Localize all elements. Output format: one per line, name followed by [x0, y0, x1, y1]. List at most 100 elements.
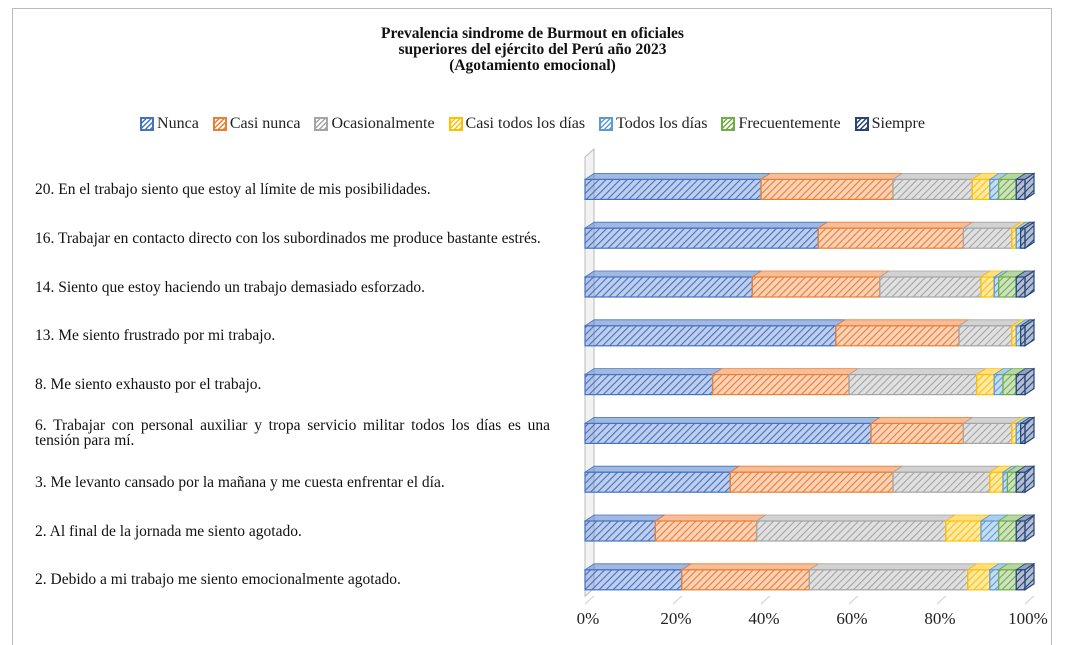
legend-label: Siempre [871, 115, 925, 132]
bar-front [1015, 520, 1026, 542]
bar-front [584, 325, 837, 347]
bar-segment [847, 368, 987, 396]
bar-front [1011, 325, 1017, 347]
legend-label: Casi nunca [229, 115, 301, 132]
bar-front [760, 178, 894, 200]
bar-segment [975, 368, 1005, 396]
bar-top [816, 221, 974, 229]
x-tick-label: 40% [748, 609, 779, 628]
bar-front [1006, 471, 1017, 493]
bar-front [870, 422, 965, 444]
frame [12, 8, 1052, 645]
legend-swatch [721, 117, 736, 131]
bar-front [654, 520, 758, 542]
bar-front [584, 227, 819, 249]
bar-top [680, 563, 820, 571]
legend-item: Ocasionalmente [314, 115, 435, 133]
bar-segment [816, 221, 974, 249]
bar-segment [1014, 172, 1036, 201]
category-label: 2. Al final de la jornada me siento agot… [35, 522, 302, 540]
bar-front [980, 276, 995, 298]
bar-front [584, 276, 753, 298]
bar-front [892, 471, 991, 493]
bar-segment [1019, 221, 1036, 250]
bar-segment [834, 319, 970, 347]
bar-front [1015, 471, 1026, 493]
bar-top [583, 417, 882, 424]
bar-front [729, 471, 894, 493]
bar-side [1024, 513, 1035, 543]
bar-top [891, 465, 1001, 473]
bar-segment [583, 173, 772, 200]
tick-mark [760, 595, 771, 605]
bar-front [997, 520, 1017, 542]
bar-side [1024, 269, 1035, 299]
bar-front [711, 374, 850, 396]
tick-mark [584, 595, 595, 605]
bar-front [1002, 374, 1017, 396]
legend-label: Casi todos los días [465, 115, 586, 132]
bar-front [1002, 471, 1009, 493]
bar-top [583, 221, 829, 229]
bar-top [583, 270, 763, 278]
bar-side [1024, 172, 1035, 201]
legend-label: Ocasionalmente [331, 115, 435, 132]
legend-swatch [599, 117, 614, 131]
bar-front [1011, 227, 1017, 249]
bar-front [1015, 178, 1026, 200]
bar-segment [583, 368, 723, 396]
bar-top [957, 319, 1023, 327]
title-line: superiores del ejército del Perú año 202… [398, 41, 667, 58]
bar-segment [891, 173, 983, 200]
bar-segment [1014, 562, 1036, 591]
bar-front [980, 520, 1000, 542]
bar-segment [750, 270, 891, 298]
bar-top [583, 173, 772, 180]
bar-front [879, 276, 982, 298]
bar-segment [583, 514, 666, 542]
bar-side [1024, 416, 1035, 445]
bar-top [869, 417, 974, 424]
bar-segment [755, 514, 957, 542]
bar-top [583, 368, 723, 375]
bar-segment [878, 270, 992, 298]
legend-item: Siempre [854, 115, 925, 133]
legend-item: Todos los días [599, 115, 707, 133]
legend: Nunca Casi nunca Ocasionalmente Casi todos … [0, 115, 1065, 133]
tick-mark [936, 595, 947, 605]
bar-top [759, 173, 904, 180]
bar-segment [583, 417, 882, 444]
bar-front [584, 178, 762, 200]
bar-top [962, 221, 1023, 229]
legend-item: Casi nunca [212, 115, 301, 133]
bar-front [835, 325, 960, 347]
chart-title: Prevalencia sindrome de Burmout en ofici… [0, 26, 1065, 74]
bar-top [962, 417, 1023, 424]
bar-front [584, 520, 657, 542]
bar-segment [1014, 269, 1036, 299]
bar-side [1024, 562, 1035, 591]
bar-segment [869, 417, 974, 444]
bar-front [892, 178, 973, 200]
legend-label: Frecuentemente [738, 115, 841, 132]
bar-top [808, 563, 979, 571]
bar-top [583, 465, 741, 473]
bar-side [1024, 367, 1035, 396]
category-label: 6. Trabajar con personal auxiliar y trop… [35, 417, 550, 450]
bar-segment [1014, 465, 1036, 494]
bar-front [751, 276, 881, 298]
bar-side [1024, 318, 1035, 347]
bar-top [847, 368, 987, 375]
bar-segment [808, 563, 979, 591]
bar-front [584, 471, 731, 493]
bar-segment [970, 173, 1001, 200]
bar-top [750, 270, 891, 278]
bar-top [583, 319, 847, 327]
bar-front [681, 569, 810, 591]
bar-top [583, 563, 693, 571]
bar-front [997, 569, 1017, 591]
bar-front [975, 374, 995, 396]
bar-front [997, 178, 1017, 200]
